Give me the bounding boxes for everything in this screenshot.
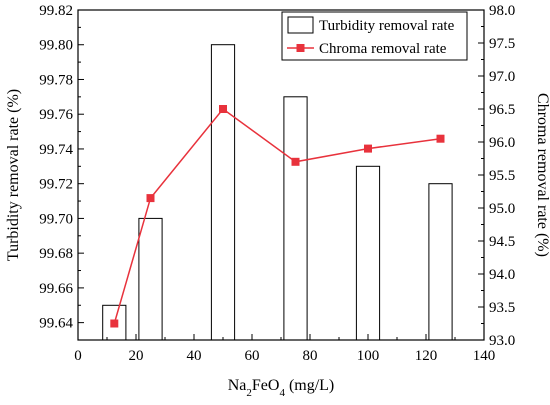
y-right-tick-label-7: 96.5 (489, 102, 515, 118)
y-right-tick-label-2: 94.0 (489, 267, 515, 283)
bar-4 (355, 165, 381, 341)
y-right-tick-label-0: 93.0 (489, 333, 515, 349)
legend-line-marker (296, 44, 305, 52)
bar-5 (428, 183, 453, 341)
y-right-tick-label-9: 97.5 (489, 36, 515, 52)
x-tick-label-3: 60 (245, 348, 260, 364)
y-axis-right-title: Chroma removal rate (%) (534, 93, 550, 257)
y-right-tick-label-1: 93.5 (489, 300, 515, 316)
y-right-tick-label-10: 98.0 (489, 3, 515, 19)
x-tick-label-1: 20 (129, 348, 144, 364)
bar-1 (138, 217, 163, 341)
bar-2 (210, 44, 236, 341)
y-right-tick-label-8: 97.0 (489, 69, 515, 85)
y-left-tick-label-0: 99.64 (39, 316, 73, 332)
y-left-tick-label-1: 99.66 (39, 281, 73, 297)
y-right-tick-label-4: 95.0 (489, 201, 515, 217)
y-left-tick-label-6: 99.76 (39, 107, 73, 123)
y-right-tick-label-3: 94.5 (489, 234, 515, 250)
x-axis-title-sub2: 4 (279, 387, 285, 399)
chroma-point-5 (436, 134, 445, 143)
legend-frame (281, 11, 468, 61)
x-tick-label-0: 0 (74, 348, 82, 364)
y-left-tick-label-7: 99.78 (39, 72, 73, 88)
y-left-tick-label-9: 99.82 (39, 3, 73, 19)
x-axis-title-mid: FeO (252, 377, 280, 394)
x-tick-label-6: 120 (415, 348, 438, 364)
chroma-point-0 (110, 319, 119, 328)
legend-label-turbidity: Turbidity removal rate (319, 18, 455, 34)
chroma-point-1 (146, 194, 155, 203)
x-axis-title-sub1: 2 (246, 387, 252, 399)
chroma-point-2 (219, 105, 227, 113)
bar-3 (283, 96, 308, 341)
y-right-tick-label-6: 96.0 (489, 135, 515, 151)
y-left-tick-label-2: 99.68 (39, 246, 73, 262)
y-left-tick-label-3: 99.70 (39, 211, 73, 227)
x-axis-title-base: Na (228, 377, 247, 394)
line-layer (110, 105, 445, 328)
chroma-line (113, 107, 441, 324)
y-left-tick-label-4: 99.72 (39, 177, 73, 193)
x-tick-label-2: 40 (187, 348, 202, 364)
legend-bar-swatch (287, 16, 314, 34)
y-right-tick-label-5: 95.5 (489, 168, 515, 184)
x-axis-title: Na2FeO4 (mg/L) (228, 377, 335, 399)
x-tick-label-7: 140 (473, 348, 496, 364)
legend: Turbidity removal rate Chroma removal ra… (281, 11, 468, 61)
y-left-tick-label-5: 99.74 (39, 142, 73, 158)
x-tick-label-5: 100 (357, 348, 380, 364)
legend-label-chroma: Chroma removal rate (319, 41, 447, 57)
y-left-tick-label-8: 99.80 (39, 38, 73, 54)
chroma-point-4 (364, 144, 372, 153)
chroma-point-3 (291, 157, 300, 166)
x-tick-label-4: 80 (303, 348, 318, 364)
ticks-layer: 0 20 40 60 80 100 120 140 99.64 99.66 99.68 99.70 99… (39, 3, 515, 364)
bars-layer (102, 44, 453, 341)
y-axis-left-title: Turbidity removal rate (%) (5, 89, 22, 261)
x-axis-title-tail: (mg/L) (285, 377, 334, 394)
